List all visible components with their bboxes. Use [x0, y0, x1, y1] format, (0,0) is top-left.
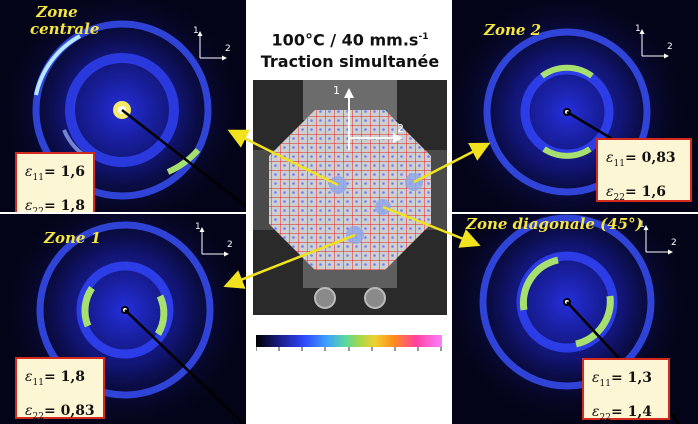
color-scale-ticks: [256, 347, 442, 351]
zone-2-label: Zone 2: [484, 21, 542, 39]
sample-photograph: 1 2: [253, 80, 447, 315]
axes-indicator: 1 2: [192, 222, 233, 262]
equatorial-arc-left: [81, 286, 95, 328]
waxs-pattern-zone-2: Zone 2 1 2 ε11= 0,83 ε22= 1,6: [452, 0, 698, 212]
axes-arrows-icon: [199, 227, 229, 257]
axis-2-label: 2: [671, 238, 677, 248]
diagonal-arc-upper: [519, 256, 559, 311]
beamstop-holder: [124, 309, 245, 424]
diagonal-arc-lower: [575, 295, 614, 348]
inner-ring: [76, 261, 174, 359]
meridional-arc-top: [540, 64, 594, 79]
zone-centrale-label: Zone centrale: [30, 3, 100, 38]
strain-values-box: ε11= 1,6 ε22= 1,8: [15, 152, 95, 212]
zone-diagonale-label: Zone diagonale (45°): [466, 215, 643, 233]
strain-e22: ε22= 0,83: [25, 402, 95, 422]
waxs-pattern-zone-centrale: Zone centrale 1 2 ε11= 1,6 ε22= 1,8: [0, 0, 246, 212]
axis-2-label: 2: [227, 240, 233, 250]
meridional-arc: [166, 147, 201, 175]
axis-1-label: 1: [193, 26, 199, 36]
strain-e22: ε22= 1,4: [592, 403, 652, 423]
spot-zone-1: [346, 226, 364, 244]
zone-1-label: Zone 1: [44, 229, 102, 247]
title-line-1: 100°C / 40 mm.s-1: [271, 30, 429, 50]
beamstop-holder: [121, 109, 246, 209]
strain-values-box: ε11= 1,8 ε22= 0,83: [15, 357, 105, 422]
axis-1-label: 1: [635, 24, 641, 34]
axis-2-label: 2: [225, 44, 231, 54]
outer-ring: [32, 20, 212, 200]
cruciform-sample: 1 2: [253, 80, 447, 315]
outer-ring: [479, 214, 655, 390]
axes-indicator: 1 2: [190, 26, 231, 66]
axis-1-label: 1: [195, 222, 201, 232]
axis-2-label: 2: [667, 42, 673, 52]
meridional-arc-bottom: [542, 146, 592, 159]
strain-e11: ε11= 1,6: [25, 164, 85, 183]
axes-indicator: 1 2: [636, 220, 677, 260]
axes-arrows-icon: [197, 31, 227, 61]
inner-ring: [65, 53, 179, 167]
spot-zone-centrale: [329, 176, 347, 194]
photo-axis-2-label: 2: [397, 122, 404, 135]
axes-indicator: 1 2: [632, 24, 673, 64]
strain-values-box: ε11= 0,83 ε22= 1,6: [596, 138, 692, 203]
spot-zone-2: [405, 173, 423, 191]
axes-arrows-icon: [643, 225, 673, 255]
experiment-title: 100°C / 40 mm.s-1 Traction simultanée: [250, 26, 450, 73]
waxs-pattern-zone-diagonale: Zone diagonale (45°) 1 2 ε11= 1,3 ε22= 1…: [452, 214, 698, 424]
intensity-color-scale: [256, 335, 442, 347]
strain-e11: ε11= 1,3: [592, 370, 652, 389]
bolt: [364, 287, 386, 309]
strain-e11: ε11= 0,83: [606, 150, 676, 169]
strain-e22: ε22= 1,6: [606, 183, 666, 203]
waxs-pattern-zone-1: Zone 1 1 2 ε11= 1,8 ε22= 0,83: [0, 214, 246, 424]
outer-ring: [36, 221, 214, 399]
equatorial-arc-right: [154, 294, 168, 336]
equatorial-arc: [34, 34, 81, 96]
bolt: [314, 287, 336, 309]
strain-values-box: ε11= 1,3 ε22= 1,4: [582, 358, 670, 423]
axes-arrows-icon: [639, 29, 669, 59]
strain-e22: ε22= 1,8: [25, 197, 85, 212]
spot-zone-diagonale: [375, 199, 391, 215]
strain-e11: ε11= 1,8: [25, 369, 85, 388]
title-line-2: Traction simultanée: [260, 52, 440, 72]
outer-ring: [483, 28, 651, 196]
axis-1-label: 1: [639, 220, 645, 230]
photo-axis-1-label: 1: [333, 84, 340, 97]
